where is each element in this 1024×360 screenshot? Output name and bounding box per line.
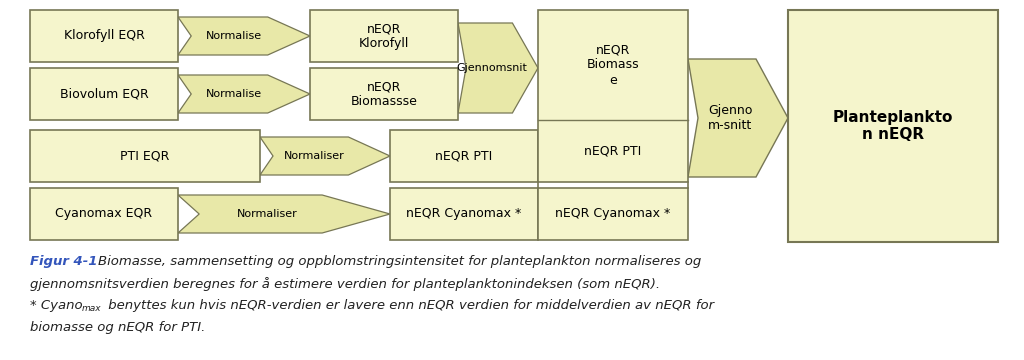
Text: Planteplankto
n nEQR: Planteplankto n nEQR [833, 110, 953, 142]
Text: Normaliser: Normaliser [285, 151, 345, 161]
FancyBboxPatch shape [310, 10, 458, 62]
Text: nEQR
Biomassse: nEQR Biomassse [350, 80, 418, 108]
Text: Biomasse, sammensetting og oppblomstringsintensitet for planteplankton normalise: Biomasse, sammensetting og oppblomstring… [98, 255, 701, 268]
FancyBboxPatch shape [30, 188, 178, 240]
Polygon shape [458, 23, 538, 113]
Text: Normalise: Normalise [206, 89, 261, 99]
Text: max: max [82, 304, 101, 313]
Text: Normaliser: Normaliser [237, 209, 297, 219]
Polygon shape [688, 59, 788, 177]
FancyBboxPatch shape [310, 68, 458, 120]
Text: nEQR
Klorofyll: nEQR Klorofyll [358, 22, 410, 50]
Text: nEQR Cyanomax *: nEQR Cyanomax * [407, 207, 521, 220]
Text: PTI EQR: PTI EQR [120, 149, 170, 162]
Text: benyttes kun hvis nEQR-verdien er lavere enn nEQR verdien for middelverdien av n: benyttes kun hvis nEQR-verdien er lavere… [104, 299, 714, 312]
Text: nEQR PTI: nEQR PTI [585, 144, 642, 158]
Text: nEQR PTI: nEQR PTI [435, 149, 493, 162]
Text: Cyanomax EQR: Cyanomax EQR [55, 207, 153, 220]
Polygon shape [260, 137, 390, 175]
FancyBboxPatch shape [30, 130, 260, 182]
Text: Gjennomsnit: Gjennomsnit [456, 63, 527, 73]
FancyBboxPatch shape [538, 10, 688, 182]
Text: Normalise: Normalise [206, 31, 261, 41]
FancyBboxPatch shape [390, 130, 538, 182]
FancyBboxPatch shape [30, 68, 178, 120]
Polygon shape [178, 75, 310, 113]
Polygon shape [178, 17, 310, 55]
Text: nEQR
Biomass
e: nEQR Biomass e [587, 44, 639, 86]
FancyBboxPatch shape [788, 10, 998, 242]
FancyBboxPatch shape [390, 188, 538, 240]
FancyBboxPatch shape [30, 10, 178, 62]
FancyBboxPatch shape [538, 188, 688, 240]
Text: Biovolum EQR: Biovolum EQR [59, 87, 148, 100]
Text: nEQR Cyanomax *: nEQR Cyanomax * [555, 207, 671, 220]
Text: gjennomsnitsverdien beregnes for å estimere verdien for planteplanktonindeksen (: gjennomsnitsverdien beregnes for å estim… [30, 277, 660, 291]
Polygon shape [178, 195, 390, 233]
Text: Figur 4-1: Figur 4-1 [30, 255, 97, 268]
Text: Klorofyll EQR: Klorofyll EQR [63, 30, 144, 42]
Text: biomasse og nEQR for PTI.: biomasse og nEQR for PTI. [30, 321, 206, 334]
Text: Gjenno
m-snitt: Gjenno m-snitt [708, 104, 753, 132]
Text: * Cyano: * Cyano [30, 299, 83, 312]
